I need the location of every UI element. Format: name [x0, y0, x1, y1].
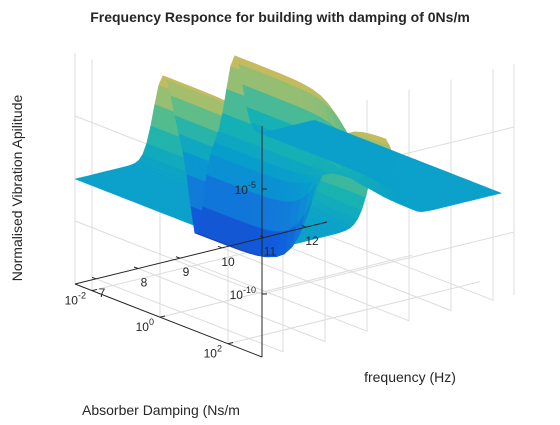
- x-tick: [134, 267, 138, 269]
- y-tick: [228, 343, 233, 344]
- x-tick: [176, 257, 180, 259]
- z-axis-label: Normalised Vibration Apilitude: [9, 95, 25, 282]
- x-axis-label: frequency (Hz): [364, 369, 456, 385]
- x-tick-label: 12: [305, 234, 319, 248]
- y-tick: [160, 316, 165, 317]
- y-tick: [92, 289, 97, 290]
- x-tick: [218, 246, 222, 248]
- chart-title: Frequency Responce for building with dam…: [90, 9, 470, 25]
- y-tick-label: 102: [204, 344, 222, 361]
- x-tick-label: 11: [264, 245, 277, 259]
- surface-mesh: [75, 56, 501, 257]
- x-tick: [92, 277, 96, 279]
- y-tick-label: 10-2: [65, 291, 86, 308]
- y-axis-label: Absorber Damping (Ns/m: [82, 402, 240, 418]
- x-tick-label: 10: [221, 255, 235, 269]
- z-tick-label: 10-10: [230, 285, 256, 302]
- y-tick-label: 100: [136, 317, 154, 334]
- x-tick-label: 9: [183, 265, 190, 279]
- x-tick-label: 7: [99, 286, 106, 300]
- x-tick-label: 8: [141, 276, 148, 290]
